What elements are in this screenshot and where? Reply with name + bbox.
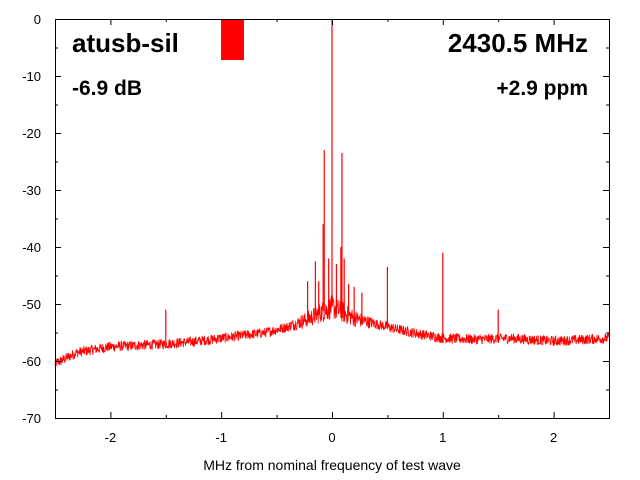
y-tick-label: -10	[22, 69, 41, 84]
y-tick-labels: 0 -10 -20 -30 -40 -50 -60 -70	[22, 12, 41, 426]
y-tick-label: -50	[22, 297, 41, 312]
spectrum-trace	[54, 19, 610, 367]
x-axis-label: MHz from nominal frequency of test wave	[203, 457, 461, 473]
x-tick-label: -2	[105, 430, 117, 445]
x-tick-label: 2	[550, 430, 557, 445]
plot-frame	[55, 19, 610, 419]
x-tick-label: 0	[328, 430, 335, 445]
x-tick-label: -1	[215, 430, 227, 445]
y-tick-label: -20	[22, 126, 41, 141]
x-tick-labels: -2 -1 0 1 2	[105, 430, 558, 445]
frequency-label: 2430.5 MHz	[448, 28, 588, 58]
y-tick-label: -30	[22, 183, 41, 198]
y-tick-label: -40	[22, 240, 41, 255]
y-tick-label: -70	[22, 411, 41, 426]
device-label: atusb-sil	[72, 28, 179, 58]
y-tick-label: -60	[22, 354, 41, 369]
y-tick-label: 0	[34, 12, 41, 27]
level-indicator-bar	[221, 20, 244, 60]
x-tick-label: 1	[439, 430, 446, 445]
level-label: -6.9 dB	[72, 77, 142, 100]
offset-label: +2.9 ppm	[496, 77, 588, 100]
